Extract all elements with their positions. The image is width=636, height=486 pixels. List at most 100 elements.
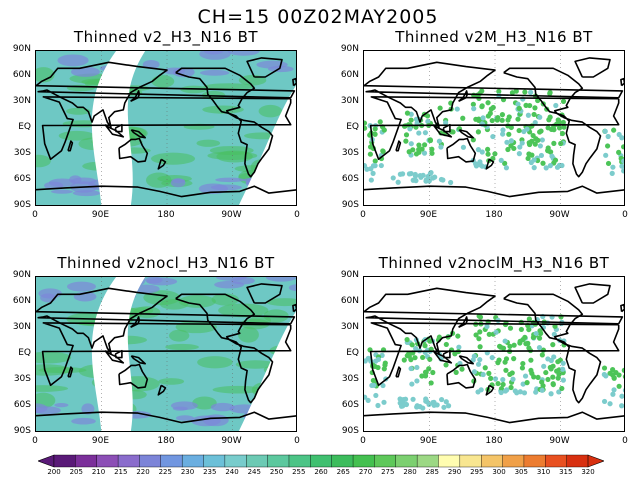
swath-cold-band — [70, 66, 100, 77]
observation-point — [560, 98, 567, 104]
observation-point — [422, 369, 429, 375]
colorbar-label: 200 — [47, 468, 61, 476]
observation-point — [526, 141, 533, 148]
observation-point — [375, 356, 382, 363]
coastline — [620, 77, 624, 87]
observation-point — [416, 130, 422, 136]
observation-point — [533, 389, 539, 395]
observation-point — [508, 384, 514, 391]
longitude-label: 0 — [360, 436, 366, 446]
observation-point — [515, 116, 521, 122]
orbit-gap — [91, 277, 146, 431]
coastline — [130, 90, 141, 103]
observation-point — [605, 160, 612, 167]
map-plot — [36, 51, 296, 205]
observation-point — [372, 163, 378, 169]
observation-point — [525, 155, 531, 162]
observation-point — [486, 370, 492, 376]
panel-title: Thinned v2M_H3_N16 BT — [395, 28, 593, 46]
observation-point — [377, 119, 383, 125]
observation-point — [490, 133, 496, 140]
longitude-label: 90W — [549, 210, 570, 220]
coastline — [364, 185, 624, 198]
colorbar-label: 215 — [114, 468, 128, 476]
swath-cold-band — [172, 67, 195, 78]
observation-point — [365, 397, 371, 404]
swath-cold-band — [214, 280, 245, 289]
observation-point — [511, 342, 517, 348]
colorbar-segment — [117, 454, 140, 468]
observation-point — [365, 355, 371, 361]
observation-point — [622, 374, 624, 379]
observation-point — [427, 356, 433, 362]
observation-point — [404, 110, 411, 116]
colorbar-label: 320 — [581, 468, 595, 476]
observation-point — [428, 380, 434, 386]
observation-point — [619, 393, 624, 399]
observation-point — [477, 344, 483, 350]
observation-point — [499, 112, 506, 118]
observation-point — [525, 340, 531, 346]
observation-point — [502, 338, 508, 344]
observation-point — [604, 143, 611, 149]
observation-point — [601, 371, 607, 378]
map-panel-2: Thinned v2M_H3_N16 BT 90N 60N 30N EQ 30S 60S 90… — [341, 28, 628, 220]
observation-point — [548, 391, 554, 397]
colorbar-max-arrow — [587, 454, 605, 468]
observation-point — [381, 127, 387, 133]
observation-point — [439, 396, 445, 403]
colorbar-label: 230 — [180, 468, 195, 476]
observation-point — [485, 151, 491, 157]
observation-point — [500, 381, 506, 388]
observation-point — [619, 403, 624, 409]
longitude-label: 90W — [549, 436, 570, 446]
coastline — [157, 384, 167, 396]
colorbar-segment — [416, 454, 439, 468]
coastline — [36, 287, 296, 355]
observation-point — [476, 117, 482, 124]
observation-point — [485, 100, 491, 106]
observation-point — [616, 149, 622, 155]
coastline — [574, 57, 611, 78]
observation-point — [473, 332, 479, 338]
latitude-label: 60S — [13, 174, 31, 184]
swath-cold-band — [50, 189, 73, 194]
latitude-label: 30S — [341, 374, 359, 384]
observation-point — [490, 155, 496, 162]
latitude-label: 60S — [13, 400, 31, 410]
observation-point — [500, 127, 506, 133]
latitude-label: EQ — [346, 122, 359, 132]
observation-point — [560, 377, 566, 383]
observation-point — [518, 326, 524, 333]
observation-point — [621, 144, 624, 150]
colorbar-label: 235 — [203, 468, 217, 476]
longitude-label: 180 — [157, 436, 175, 446]
longitude-label: 0 — [294, 436, 300, 446]
observation-point — [368, 166, 374, 172]
observation-point — [422, 343, 428, 349]
longitude-label: 90E — [419, 210, 438, 220]
latitude-label: 90S — [13, 200, 31, 210]
colorbar-label: 315 — [559, 468, 573, 476]
observation-point — [510, 376, 516, 382]
observation-point — [440, 177, 446, 183]
coastline — [104, 124, 125, 138]
observation-point — [508, 124, 514, 131]
map-plot — [36, 277, 296, 431]
observation-point — [425, 173, 431, 180]
observation-point — [408, 141, 414, 147]
colorbar-segment — [352, 454, 375, 468]
observation-point — [508, 138, 514, 144]
observation-point — [556, 389, 562, 395]
observation-point — [519, 365, 526, 371]
swath-cold-band — [210, 402, 235, 412]
colorbar-label: 240 — [225, 468, 239, 476]
colorbar-segment — [310, 454, 333, 468]
observation-point — [543, 369, 549, 376]
observation-point — [406, 171, 413, 177]
coastline — [228, 338, 274, 404]
coastline — [36, 411, 296, 424]
observation-point — [395, 179, 401, 185]
observation-point — [417, 173, 423, 179]
observation-point — [364, 125, 368, 131]
